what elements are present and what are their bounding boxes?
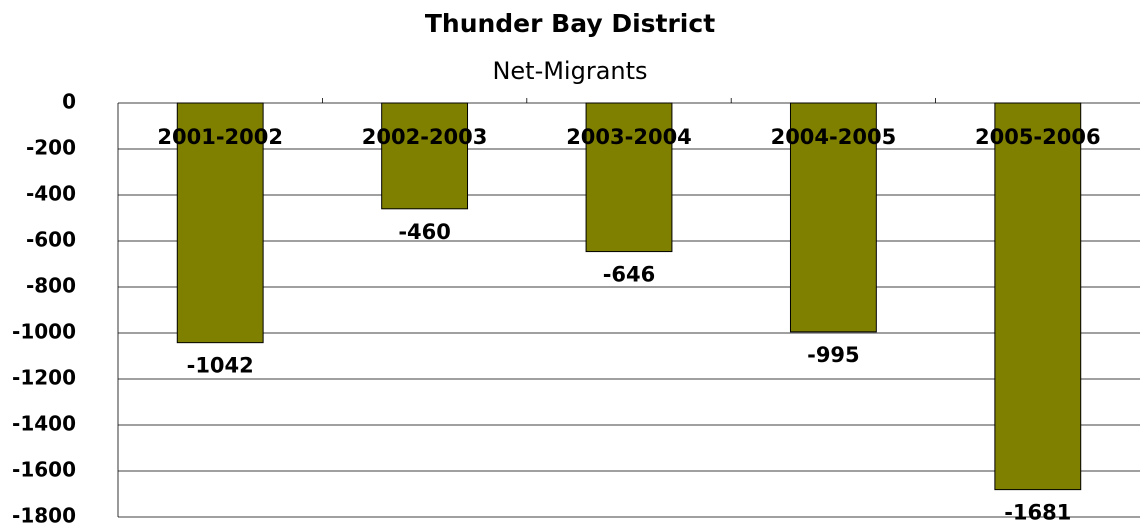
y-tick-label: -1400: [12, 412, 76, 436]
data-label: -460: [398, 220, 451, 244]
y-tick-label: -200: [26, 136, 76, 160]
bar: [994, 102, 1082, 491]
y-tick-label: -600: [26, 228, 76, 252]
bar: [176, 102, 264, 344]
data-label: -995: [807, 343, 860, 367]
data-label: -646: [603, 263, 656, 287]
y-tick-label: -1000: [12, 320, 76, 344]
bar: [585, 102, 673, 253]
chart-title: Thunder Bay District: [425, 9, 715, 38]
y-tick-label: -1200: [12, 366, 76, 390]
chart-subtitle: Net-Migrants: [492, 57, 647, 85]
x-tick-label: 2001-2002: [157, 125, 283, 149]
bar: [789, 102, 877, 333]
x-tick-label: 2003-2004: [566, 125, 692, 149]
y-tick-label: -1600: [12, 458, 76, 482]
data-label: -1042: [187, 354, 254, 378]
data-label: -1681: [1004, 501, 1071, 525]
y-tick-label: 0: [62, 90, 76, 114]
bar: [381, 102, 469, 210]
y-tick-label: -800: [26, 274, 76, 298]
y-tick-label: -1800: [12, 504, 76, 528]
x-tick-label: 2004-2005: [771, 125, 897, 149]
y-tick-label: -400: [26, 182, 76, 206]
x-tick-label: 2002-2003: [362, 125, 488, 149]
x-tick-label: 2005-2006: [975, 125, 1101, 149]
